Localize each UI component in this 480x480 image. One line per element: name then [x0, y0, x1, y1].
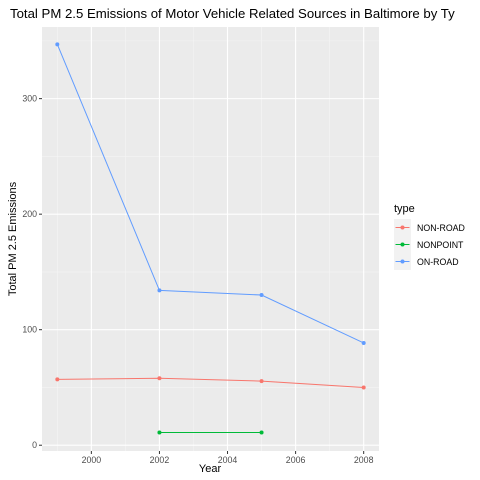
data-point-non-road	[55, 377, 60, 382]
legend-point-on-road	[400, 259, 405, 264]
data-point-non-road	[259, 379, 264, 384]
legend: type NON-ROAD NONPOINT ON-ROAD	[394, 203, 465, 270]
legend-title: type	[394, 203, 415, 215]
series-line-on-road	[56, 44, 364, 344]
plot-panel	[42, 27, 379, 451]
legend-label-on-road: ON-ROAD	[417, 257, 459, 267]
legend-label-non-road: NON-ROAD	[417, 223, 465, 233]
x-tick-label: 2006	[286, 455, 306, 465]
data-point-on-road	[259, 293, 264, 298]
data-point-nonpoint	[157, 430, 162, 435]
y-tick-label: 200	[22, 209, 37, 219]
x-tick-label: 2004	[218, 455, 238, 465]
legend-point-non-road	[400, 225, 405, 230]
legend-label-nonpoint: NONPOINT	[417, 240, 464, 250]
y-axis-title: Total PM 2.5 Emissions	[7, 181, 19, 296]
data-point-nonpoint	[259, 430, 264, 435]
chart-title: Total PM 2.5 Emissions of Motor Vehicle …	[10, 6, 455, 21]
x-tick-label: 2008	[354, 455, 374, 465]
series-layer	[55, 42, 366, 435]
grid-major	[42, 27, 379, 451]
data-point-non-road	[361, 385, 366, 390]
x-axis-title: Year	[199, 463, 222, 475]
y-tick-label: 100	[22, 325, 37, 335]
x-tick-label: 2002	[150, 455, 170, 465]
axis-layer: 2000 2002 2004 2006 2008 0 100 200 300	[22, 94, 373, 465]
legend-point-nonpoint	[400, 242, 405, 247]
data-point-on-road	[157, 288, 162, 293]
x-tick-label: 2000	[82, 455, 102, 465]
data-point-on-road	[361, 340, 366, 345]
data-point-non-road	[157, 376, 162, 381]
series-line-non-road	[57, 377, 364, 388]
data-point-on-road	[55, 42, 60, 47]
y-tick-label: 0	[32, 440, 37, 450]
y-tick-label: 300	[22, 94, 37, 104]
